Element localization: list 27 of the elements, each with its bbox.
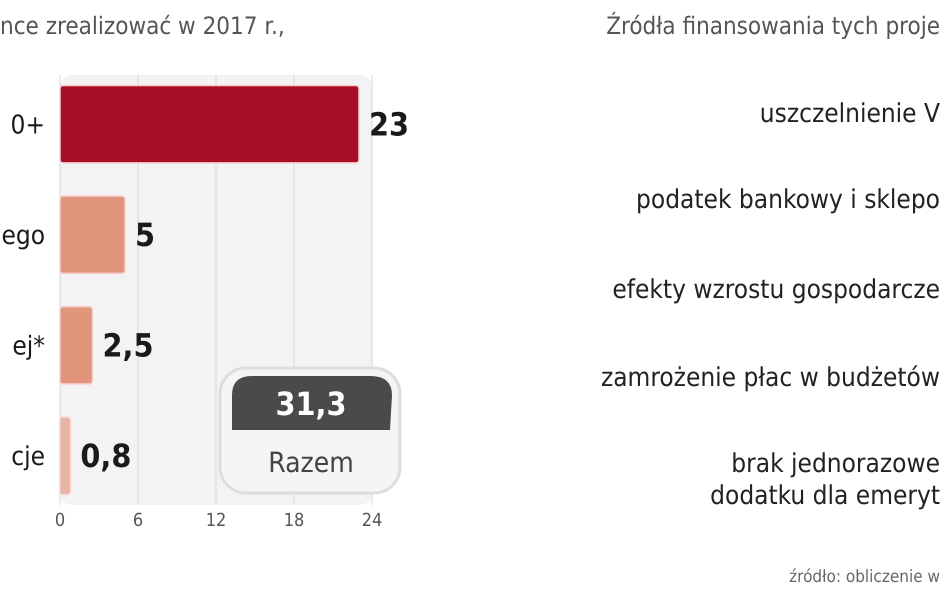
- bar: [59, 306, 94, 385]
- x-tick-label: 0: [54, 510, 66, 531]
- x-tick-label: 6: [132, 510, 144, 531]
- data-label: 23: [369, 105, 410, 144]
- y-tick-label: 0+: [10, 110, 45, 140]
- chart-title: nce zrealizować w 2017 r.,: [0, 12, 285, 40]
- data-label: 2,5: [102, 326, 154, 364]
- text: źródło: obliczenie w: [789, 567, 940, 587]
- data-label: 0,8: [80, 436, 132, 475]
- text: podatek bankowy i sklepo: [636, 185, 940, 215]
- annotation: Razem: [268, 446, 354, 479]
- x-tick-label: 24: [362, 510, 382, 531]
- x-tick-label: 12: [206, 510, 226, 531]
- y-tick-label: ego: [1, 220, 45, 251]
- bar: [59, 195, 126, 274]
- annotation: 31,3: [275, 385, 347, 424]
- bar: [59, 416, 72, 496]
- bar: [59, 84, 360, 164]
- text: zamrożenie płac w budżetów: [600, 363, 940, 393]
- text: efekty wzrostu gospodarcze: [612, 275, 940, 305]
- y-tick-label: cje: [11, 442, 45, 472]
- y-tick-label: ej*: [12, 331, 45, 362]
- text: uszczelnienie V: [760, 99, 940, 129]
- x-tick-label: 18: [284, 510, 304, 531]
- text: brak jednorazowe dodatku dla emeryt: [710, 449, 940, 511]
- data-label: 5: [135, 216, 156, 254]
- text: Źródła finansowania tych proje: [606, 11, 940, 40]
